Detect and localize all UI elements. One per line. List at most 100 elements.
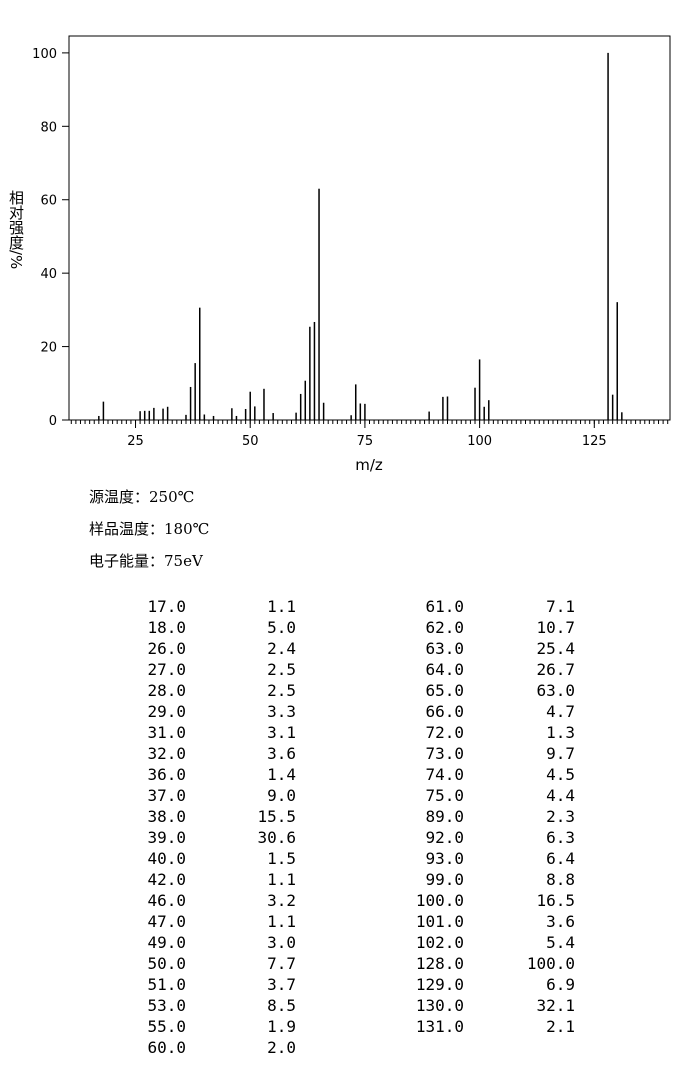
peak-bar [446,396,449,420]
peak-mz: 53.0 [147,996,186,1015]
peak-bar [350,415,352,420]
peak-mz: 36.0 [147,765,186,784]
peak-bar [199,307,201,420]
peak-intensity: 30.6 [257,828,296,847]
peak-bar [249,391,251,420]
peak-intensity: 6.4 [546,849,575,868]
peak-bar [313,321,316,420]
peak-mz: 49.0 [147,933,186,952]
peak-intensity: 1.4 [267,765,296,784]
peak-bar [212,415,215,420]
peak-intensity: 3.6 [546,912,575,931]
peak-intensity: 9.7 [546,744,575,763]
peak-mz: 102.0 [415,933,464,952]
peak-intensity: 4.4 [546,786,575,805]
peak-mz: 18.0 [147,618,186,637]
peak-intensity: 63.0 [536,681,575,700]
peak-mz: 42.0 [147,870,186,889]
peak-mz: 50.0 [147,954,186,973]
peak-bar [153,407,155,420]
peak-bar [254,406,256,420]
peak-mz: 61.0 [425,597,464,616]
peak-bar [98,415,100,420]
plot-frame [68,35,671,421]
y-axis-label: 相对强度/% [7,190,25,270]
peak-bar [235,415,238,420]
peak-intensity: 2.1 [546,1017,575,1036]
peak-bar [203,414,206,420]
peak-intensity: 5.0 [267,618,296,637]
peak-intensity: 8.8 [546,870,575,889]
peak-bar [428,411,430,420]
peak-mz: 51.0 [147,975,186,994]
peak-mz: 92.0 [425,828,464,847]
peak-bar [194,363,196,420]
peak-intensity: 3.7 [267,975,296,994]
x-tick-label: 75 [357,434,374,449]
peak-intensity: 4.7 [546,702,575,721]
peak-intensity: 100.0 [526,954,575,973]
peak-mz: 39.0 [147,828,186,847]
peak-intensity: 3.3 [267,702,296,721]
peak-bar [359,403,362,420]
peak-mz: 37.0 [147,786,186,805]
peak-intensity: 1.1 [267,597,296,616]
peak-mz: 73.0 [425,744,464,763]
peak-bar [442,396,444,420]
peak-mz: 101.0 [415,912,464,931]
peak-mz: 74.0 [425,765,464,784]
peak-bar [162,408,164,420]
y-tick-label: 40 [40,267,57,282]
peak-mz: 130.0 [415,996,464,1015]
peak-intensity: 3.0 [267,933,296,952]
y-tick-label: 0 [49,414,57,429]
peak-bar [295,412,297,420]
peak-intensity: 9.0 [267,786,296,805]
peak-intensity: 1.1 [267,912,296,931]
peak-mz: 128.0 [415,954,464,973]
peak-mz: 46.0 [147,891,186,910]
peak-bar [621,412,623,420]
peak-bar [318,188,320,420]
peak-mz: 63.0 [425,639,464,658]
peak-mz: 40.0 [147,849,186,868]
peak-bar [616,302,618,420]
peak-mz: 129.0 [415,975,464,994]
peak-intensity: 2.4 [267,639,296,658]
peak-mz: 32.0 [147,744,186,763]
peak-intensity: 1.3 [546,723,575,742]
peak-mz: 72.0 [425,723,464,742]
chart: m/z 25 50 75 100 125 0 20 40 60 80 100 [32,35,671,474]
peak-intensity: 8.5 [267,996,296,1015]
peak-intensity: 15.5 [257,807,296,826]
peak-mz: 75.0 [425,786,464,805]
peak-intensity: 2.5 [267,681,296,700]
peak-intensity: 6.3 [546,828,575,847]
peak-intensity: 10.7 [536,618,575,637]
peak-mz: 62.0 [425,618,464,637]
peak-intensity: 3.1 [267,723,296,742]
peak-intensity: 16.5 [536,891,575,910]
peak-bar [611,394,614,420]
peak-mz: 60.0 [147,1038,186,1057]
peak-bar [185,414,187,420]
peak-bar [364,403,366,420]
peak-mz: 28.0 [147,681,186,700]
peak-bar [189,386,192,420]
peak-bar [309,326,311,420]
peak-bar [474,387,476,420]
peak-mz: 27.0 [147,660,186,679]
peak-mz: 66.0 [425,702,464,721]
condition: 样品温度：180℃ [89,520,210,538]
peak-mz: 26.0 [147,639,186,658]
peak-mz: 100.0 [415,891,464,910]
peak-mz: 29.0 [147,702,186,721]
peak-intensity: 7.1 [546,597,575,616]
condition: 源温度：250℃ [89,488,195,506]
peak-intensity: 1.1 [267,870,296,889]
peak-intensity: 25.4 [536,639,575,658]
peak-mz: 55.0 [147,1017,186,1036]
peak-bar [102,401,105,420]
peak-bar [483,406,485,420]
